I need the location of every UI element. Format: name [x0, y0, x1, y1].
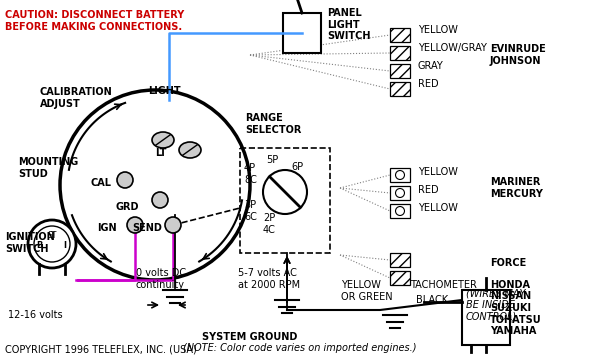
- Text: YELLOW
OR GREEN: YELLOW OR GREEN: [341, 280, 392, 302]
- Text: YELLOW/GRAY: YELLOW/GRAY: [418, 43, 487, 53]
- Text: COPYRIGHT 1996 TELEFLEX, INC. (USA): COPYRIGHT 1996 TELEFLEX, INC. (USA): [5, 345, 197, 355]
- Text: GRAY: GRAY: [418, 61, 444, 71]
- Text: RED: RED: [418, 185, 439, 195]
- Text: 5P: 5P: [266, 155, 278, 165]
- Text: FORCE: FORCE: [490, 258, 526, 268]
- Text: MARINER
MERCURY: MARINER MERCURY: [490, 177, 543, 199]
- Text: ST: ST: [47, 231, 56, 240]
- Circle shape: [28, 220, 76, 268]
- Text: IGNITION
SWITCH: IGNITION SWITCH: [5, 232, 55, 253]
- Text: BLACK: BLACK: [416, 295, 448, 305]
- Text: B: B: [36, 242, 42, 251]
- Text: 4P
8C: 4P 8C: [244, 163, 257, 185]
- Text: TACHOMETER: TACHOMETER: [410, 280, 477, 290]
- Circle shape: [117, 172, 133, 188]
- Circle shape: [152, 192, 168, 208]
- Bar: [390, 271, 410, 285]
- Ellipse shape: [179, 142, 201, 158]
- Text: (NOTE: Color code varies on imported engines.): (NOTE: Color code varies on imported eng…: [183, 343, 417, 353]
- Text: HONDA
NISSAN
SUZUKI
TOHATSU
YAMAHA: HONDA NISSAN SUZUKI TOHATSU YAMAHA: [490, 280, 542, 336]
- Circle shape: [127, 217, 143, 233]
- Text: 12-16 volts: 12-16 volts: [8, 310, 62, 320]
- Text: CALIBRATION
ADJUST: CALIBRATION ADJUST: [40, 87, 113, 109]
- Text: PANEL
LIGHT
SWITCH: PANEL LIGHT SWITCH: [327, 8, 371, 41]
- Text: RED: RED: [418, 79, 439, 89]
- Bar: [390, 82, 410, 96]
- Bar: [283, 13, 321, 53]
- Text: IGN: IGN: [97, 223, 117, 233]
- Text: YELLOW: YELLOW: [418, 203, 458, 213]
- Text: LT: LT: [155, 148, 167, 158]
- Text: CAL: CAL: [91, 178, 112, 188]
- Bar: [240, 148, 330, 253]
- Text: SYSTEM GROUND: SYSTEM GROUND: [202, 332, 298, 342]
- Text: CAUTION: DISCONNECT BATTERY
BEFORE MAKING CONNECTIONS.: CAUTION: DISCONNECT BATTERY BEFORE MAKIN…: [5, 10, 184, 32]
- Text: YELLOW: YELLOW: [418, 25, 458, 35]
- Text: EVINRUDE
JOHNSON: EVINRUDE JOHNSON: [490, 44, 546, 66]
- Circle shape: [165, 217, 181, 233]
- Text: I: I: [64, 242, 67, 251]
- Bar: [462, 290, 510, 345]
- Text: 0 volts DC
continuity: 0 volts DC continuity: [136, 268, 186, 289]
- Bar: [390, 28, 410, 42]
- Text: RANGE
SELECTOR: RANGE SELECTOR: [245, 113, 301, 135]
- Text: LIGHT: LIGHT: [148, 86, 181, 96]
- Text: MOUNTING
STUD: MOUNTING STUD: [18, 157, 78, 179]
- Bar: [390, 64, 410, 78]
- Text: 2P
4C: 2P 4C: [263, 213, 276, 235]
- Text: 5-7 volts AC
at 2000 RPM: 5-7 volts AC at 2000 RPM: [238, 268, 300, 289]
- Text: 6P: 6P: [291, 162, 303, 172]
- Bar: [390, 253, 410, 267]
- Bar: [390, 46, 410, 60]
- Text: 3P
6C: 3P 6C: [244, 200, 257, 222]
- Ellipse shape: [152, 132, 174, 148]
- Text: (WIRES MAY
BE INSIDE
CONTROL): (WIRES MAY BE INSIDE CONTROL): [466, 288, 526, 321]
- Bar: [390, 168, 410, 182]
- Bar: [390, 186, 410, 200]
- Bar: [390, 204, 410, 218]
- Text: SEND: SEND: [132, 223, 162, 233]
- Text: GRD: GRD: [115, 202, 139, 212]
- Text: YELLOW: YELLOW: [418, 167, 458, 177]
